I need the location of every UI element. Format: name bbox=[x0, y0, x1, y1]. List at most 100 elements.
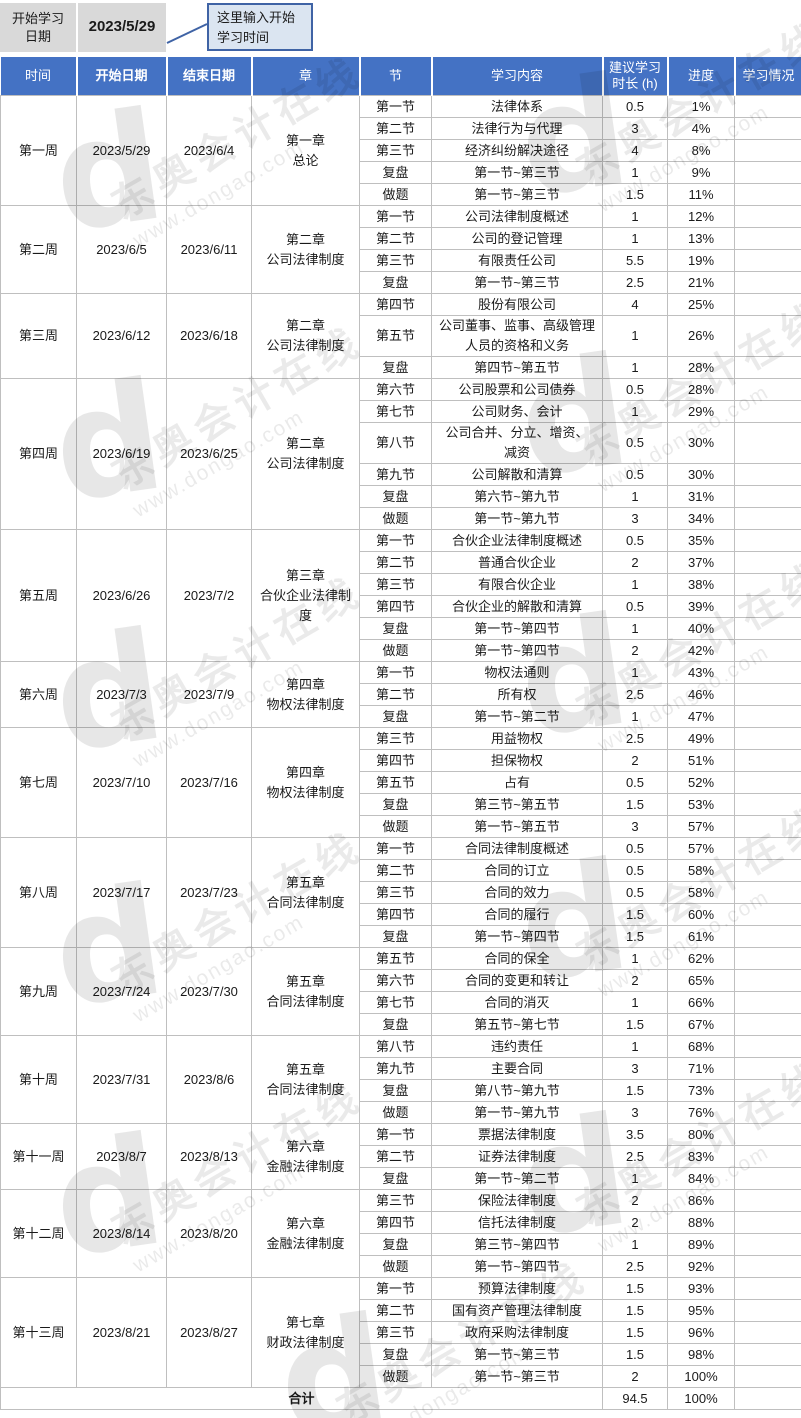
section-cell: 第一节 bbox=[359, 661, 432, 684]
status-cell[interactable] bbox=[734, 117, 801, 140]
status-cell[interactable] bbox=[734, 815, 801, 838]
status-cell[interactable] bbox=[734, 1013, 801, 1036]
table-row: 第五节 占有 0.5 52% bbox=[1, 771, 801, 794]
total-status-cell[interactable] bbox=[734, 1387, 801, 1410]
table-row: 第三节 政府采购法律制度 1.5 96% bbox=[1, 1321, 801, 1344]
hours-cell: 1 bbox=[602, 705, 668, 728]
status-cell[interactable] bbox=[734, 1365, 801, 1388]
status-cell[interactable] bbox=[734, 947, 801, 970]
status-cell[interactable] bbox=[734, 1167, 801, 1190]
status-cell[interactable] bbox=[734, 183, 801, 206]
status-cell[interactable] bbox=[734, 1057, 801, 1080]
status-cell[interactable] bbox=[734, 683, 801, 706]
status-cell[interactable] bbox=[734, 727, 801, 750]
section-cell: 第三节 bbox=[359, 249, 432, 272]
content-cell: 物权法通则 bbox=[431, 661, 603, 684]
start-date-input-cell[interactable]: 2023/5/29 bbox=[78, 3, 166, 52]
status-cell[interactable] bbox=[734, 422, 801, 464]
status-cell[interactable] bbox=[734, 595, 801, 618]
hours-cell: 2 bbox=[602, 969, 668, 992]
status-cell[interactable] bbox=[734, 881, 801, 904]
hours-cell: 1.5 bbox=[602, 903, 668, 926]
status-cell[interactable] bbox=[734, 1145, 801, 1168]
status-cell[interactable] bbox=[734, 793, 801, 816]
hours-cell: 1 bbox=[602, 617, 668, 640]
column-header: 进度 bbox=[667, 57, 736, 96]
section-cell: 第一节 bbox=[359, 837, 432, 860]
section-cell: 第七节 bbox=[359, 991, 432, 1014]
content-cell: 占有 bbox=[431, 771, 603, 794]
status-cell[interactable] bbox=[734, 378, 801, 401]
status-cell[interactable] bbox=[734, 1079, 801, 1102]
status-cell[interactable] bbox=[734, 1343, 801, 1366]
progress-cell: 62% bbox=[667, 947, 735, 970]
status-cell[interactable] bbox=[734, 356, 801, 379]
section-cell: 第八节 bbox=[359, 422, 432, 464]
progress-cell: 1% bbox=[667, 95, 735, 118]
status-cell[interactable] bbox=[734, 1101, 801, 1124]
status-cell[interactable] bbox=[734, 903, 801, 926]
hours-cell: 5.5 bbox=[602, 249, 668, 272]
end-date-cell: 2023/7/30 bbox=[166, 947, 252, 1036]
progress-cell: 61% bbox=[667, 925, 735, 948]
section-cell: 第八节 bbox=[359, 1035, 432, 1058]
status-cell[interactable] bbox=[734, 837, 801, 860]
status-cell[interactable] bbox=[734, 95, 801, 118]
progress-cell: 89% bbox=[667, 1233, 735, 1256]
status-cell[interactable] bbox=[734, 1233, 801, 1256]
content-cell: 保险法律制度 bbox=[431, 1189, 603, 1212]
status-cell[interactable] bbox=[734, 315, 801, 357]
status-cell[interactable] bbox=[734, 991, 801, 1014]
status-cell[interactable] bbox=[734, 1321, 801, 1344]
status-cell[interactable] bbox=[734, 617, 801, 640]
status-cell[interactable] bbox=[734, 507, 801, 530]
status-cell[interactable] bbox=[734, 529, 801, 552]
status-cell[interactable] bbox=[734, 661, 801, 684]
status-cell[interactable] bbox=[734, 1123, 801, 1146]
status-cell[interactable] bbox=[734, 1277, 801, 1300]
status-cell[interactable] bbox=[734, 705, 801, 728]
status-cell[interactable] bbox=[734, 1035, 801, 1058]
status-cell[interactable] bbox=[734, 573, 801, 596]
table-row: 做题 第一节~第九节 3 76% bbox=[1, 1101, 801, 1124]
hours-cell: 2 bbox=[602, 639, 668, 662]
status-cell[interactable] bbox=[734, 551, 801, 574]
status-cell[interactable] bbox=[734, 139, 801, 162]
status-cell[interactable] bbox=[734, 485, 801, 508]
column-header: 章 bbox=[251, 57, 361, 96]
status-cell[interactable] bbox=[734, 400, 801, 423]
status-cell[interactable] bbox=[734, 859, 801, 882]
progress-cell: 49% bbox=[667, 727, 735, 750]
status-cell[interactable] bbox=[734, 1255, 801, 1278]
status-cell[interactable] bbox=[734, 1211, 801, 1234]
content-cell: 证券法律制度 bbox=[431, 1145, 603, 1168]
table-row: 第二节 国有资产管理法律制度 1.5 95% bbox=[1, 1299, 801, 1322]
table-row: 第四节 信托法律制度 2 88% bbox=[1, 1211, 801, 1234]
status-cell[interactable] bbox=[734, 161, 801, 184]
status-cell[interactable] bbox=[734, 969, 801, 992]
progress-cell: 76% bbox=[667, 1101, 735, 1124]
section-cell: 第二节 bbox=[359, 227, 432, 250]
content-cell: 第八节~第九节 bbox=[431, 1079, 603, 1102]
status-cell[interactable] bbox=[734, 639, 801, 662]
status-cell[interactable] bbox=[734, 205, 801, 228]
status-cell[interactable] bbox=[734, 925, 801, 948]
progress-cell: 11% bbox=[667, 183, 735, 206]
hours-cell: 1.5 bbox=[602, 793, 668, 816]
hours-cell: 0.5 bbox=[602, 529, 668, 552]
status-cell[interactable] bbox=[734, 1189, 801, 1212]
table-row: 第二节 合同的订立 0.5 58% bbox=[1, 859, 801, 882]
status-cell[interactable] bbox=[734, 249, 801, 272]
status-cell[interactable] bbox=[734, 271, 801, 294]
chapter-cell: 第六章 金融法律制度 bbox=[251, 1123, 360, 1190]
progress-cell: 38% bbox=[667, 573, 735, 596]
start-date-cell: 2023/7/3 bbox=[76, 661, 167, 728]
status-cell[interactable] bbox=[734, 293, 801, 316]
hours-cell: 1 bbox=[602, 400, 668, 423]
status-cell[interactable] bbox=[734, 771, 801, 794]
status-cell[interactable] bbox=[734, 463, 801, 486]
status-cell[interactable] bbox=[734, 227, 801, 250]
week-cell: 第八周 bbox=[0, 837, 77, 948]
status-cell[interactable] bbox=[734, 1299, 801, 1322]
status-cell[interactable] bbox=[734, 749, 801, 772]
